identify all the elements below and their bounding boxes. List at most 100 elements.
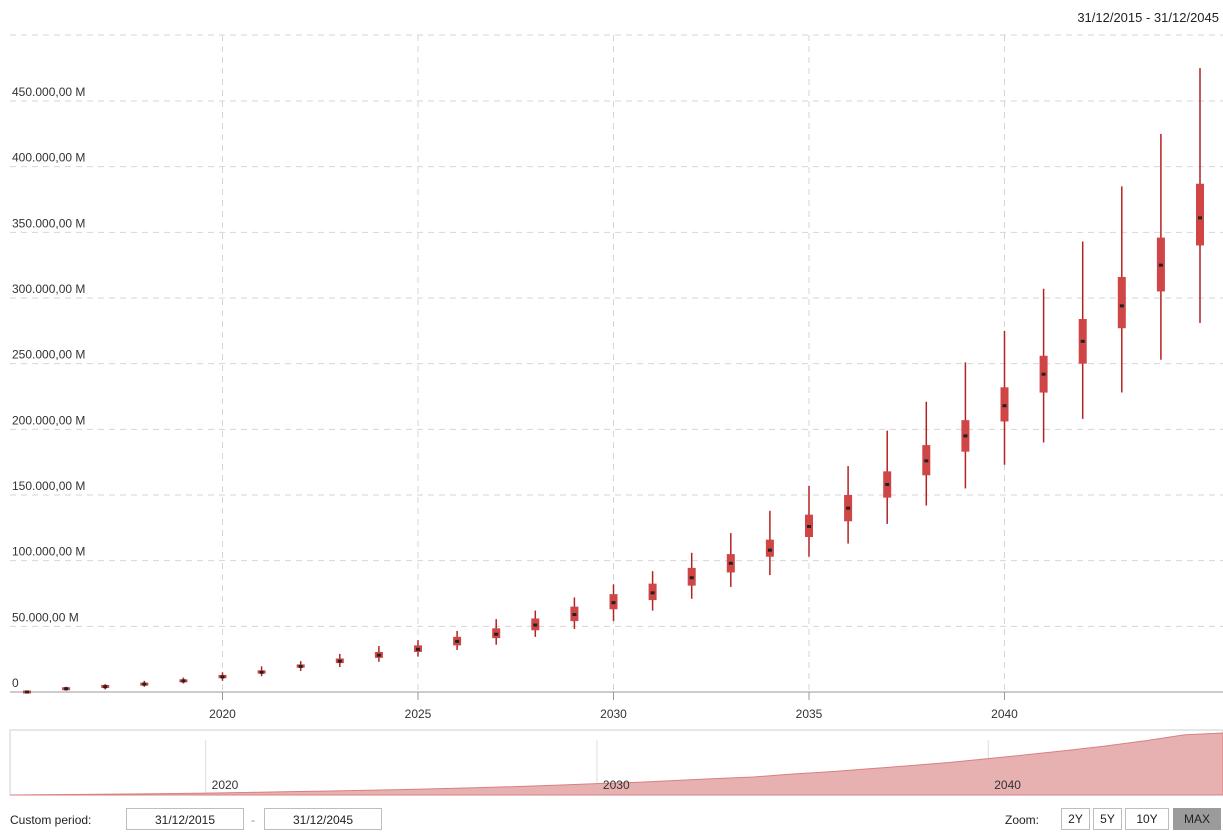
boxplot-2028[interactable] bbox=[531, 610, 540, 637]
boxplot-2042[interactable] bbox=[1078, 241, 1087, 419]
boxplot-2015[interactable] bbox=[23, 690, 31, 694]
date-separator: - bbox=[251, 813, 255, 827]
boxplot-2043[interactable] bbox=[1117, 186, 1126, 393]
boxplot-2016[interactable] bbox=[62, 686, 71, 691]
boxplot-2040[interactable] bbox=[1000, 330, 1009, 465]
median-marker bbox=[376, 653, 381, 657]
boxplot-2033[interactable] bbox=[726, 533, 735, 587]
x-tick-label: 2040 bbox=[991, 707, 1018, 721]
boxplot-2032[interactable] bbox=[687, 552, 696, 599]
median-marker bbox=[846, 506, 851, 510]
median-marker bbox=[181, 679, 186, 683]
boxplot-2019[interactable] bbox=[179, 677, 188, 684]
boxplot-2030[interactable] bbox=[609, 584, 618, 622]
boxplot-2039[interactable] bbox=[961, 362, 970, 489]
date-range-label: 31/12/2015 - 31/12/2045 bbox=[1077, 10, 1219, 25]
median-marker bbox=[650, 591, 655, 595]
custom-period-label: Custom period: bbox=[10, 813, 92, 827]
boxplot-chart: 0 50.000,00 M 100.000,00 M 150.000,00 M 200.… bbox=[9, 34, 1223, 796]
box bbox=[1117, 276, 1126, 329]
boxplot-2029[interactable] bbox=[570, 597, 579, 629]
zoom-10y-button[interactable]: 10Y bbox=[1125, 808, 1169, 830]
boxplot-2020[interactable] bbox=[218, 672, 227, 681]
boxplot-2027[interactable] bbox=[492, 619, 501, 645]
y-tick-label: 400.000,00 M bbox=[12, 151, 85, 165]
navigator: 2020 2030 2040 bbox=[9, 729, 1223, 796]
boxplot-2026[interactable] bbox=[453, 630, 462, 650]
boxplot-2036[interactable] bbox=[844, 466, 853, 544]
median-marker bbox=[689, 576, 694, 580]
y-tick-label: 450.000,00 M bbox=[12, 85, 85, 99]
x-tick-label: 2035 bbox=[796, 707, 823, 721]
navigator-tick-label: 2020 bbox=[212, 778, 239, 792]
median-marker bbox=[220, 675, 225, 679]
y-tick-label: 350.000,00 M bbox=[12, 216, 85, 230]
x-tick-label: 2030 bbox=[600, 707, 627, 721]
y-tick-label: 200.000,00 M bbox=[12, 413, 85, 427]
boxplot-2031[interactable] bbox=[648, 571, 657, 611]
median-marker bbox=[728, 561, 733, 565]
boxplot-2025[interactable] bbox=[414, 640, 422, 657]
median-marker bbox=[885, 482, 890, 486]
median-marker bbox=[1158, 263, 1163, 267]
median-marker bbox=[494, 632, 499, 636]
median-marker bbox=[337, 659, 342, 663]
footer-controls: Custom period: 31/12/2015 - 31/12/2045 Z… bbox=[0, 806, 1223, 832]
navigator-area bbox=[9, 732, 1223, 796]
zoom-2y-button[interactable]: 2Y bbox=[1061, 808, 1090, 830]
y-tick-label: 300.000,00 M bbox=[12, 282, 85, 296]
boxplot-2018[interactable] bbox=[140, 680, 149, 687]
median-marker bbox=[103, 685, 108, 689]
median-marker bbox=[924, 459, 929, 463]
y-tick-label: 250.000,00 M bbox=[12, 348, 85, 362]
median-marker bbox=[25, 690, 29, 694]
boxplot-2034[interactable] bbox=[765, 510, 774, 576]
boxplot-2045[interactable] bbox=[1196, 68, 1204, 323]
x-tick-label: 2025 bbox=[405, 707, 432, 721]
median-marker bbox=[142, 682, 147, 686]
median-marker bbox=[455, 639, 460, 643]
median-marker bbox=[1198, 216, 1202, 220]
boxplot-2044[interactable] bbox=[1156, 133, 1165, 360]
boxplot-2017[interactable] bbox=[101, 684, 110, 690]
median-marker bbox=[1119, 304, 1124, 308]
x-tick-label: 2020 bbox=[209, 707, 236, 721]
median-marker bbox=[807, 525, 811, 529]
boxplot-2038[interactable] bbox=[922, 401, 931, 506]
date-from-input[interactable]: 31/12/2015 bbox=[126, 808, 244, 830]
median-marker bbox=[611, 601, 616, 605]
y-tick-label: 100.000,00 M bbox=[12, 545, 85, 559]
zoom-5y-button[interactable]: 5Y bbox=[1093, 808, 1122, 830]
navigator-tick-label: 2040 bbox=[994, 778, 1021, 792]
date-to-input[interactable]: 31/12/2045 bbox=[264, 808, 382, 830]
boxplot-series bbox=[23, 68, 1204, 694]
boxplot-2023[interactable] bbox=[335, 653, 344, 668]
y-axis-labels: 0 50.000,00 M 100.000,00 M 150.000,00 M 200.… bbox=[12, 85, 85, 690]
median-marker bbox=[533, 623, 538, 627]
grid-lines bbox=[10, 34, 1223, 692]
y-tick-label: 50.000,00 M bbox=[12, 610, 79, 624]
boxplot-2037[interactable] bbox=[883, 430, 892, 524]
boxplot-2035[interactable] bbox=[805, 485, 813, 557]
box bbox=[1196, 183, 1204, 246]
median-marker bbox=[298, 664, 303, 668]
boxplot-2021[interactable] bbox=[257, 666, 266, 677]
navigator-tick-label: 2030 bbox=[603, 778, 630, 792]
median-marker bbox=[963, 434, 968, 438]
median-marker bbox=[1080, 339, 1085, 343]
boxplot-2024[interactable] bbox=[374, 646, 383, 662]
box bbox=[765, 539, 774, 557]
median-marker bbox=[767, 548, 772, 552]
zoom-label: Zoom: bbox=[1005, 813, 1040, 827]
median-marker bbox=[416, 647, 420, 651]
y-tick-label: 0 bbox=[12, 676, 19, 690]
median-marker bbox=[259, 670, 264, 674]
median-marker bbox=[572, 613, 577, 617]
zoom-max-button[interactable]: MAX bbox=[1173, 808, 1221, 830]
median-marker bbox=[64, 687, 69, 691]
median-marker bbox=[1041, 372, 1046, 376]
x-axis: 2020 2025 2030 2035 2040 bbox=[10, 691, 1223, 721]
boxplot-2022[interactable] bbox=[296, 661, 305, 671]
boxplot-2041[interactable] bbox=[1039, 288, 1048, 443]
y-tick-label: 150.000,00 M bbox=[12, 479, 85, 493]
